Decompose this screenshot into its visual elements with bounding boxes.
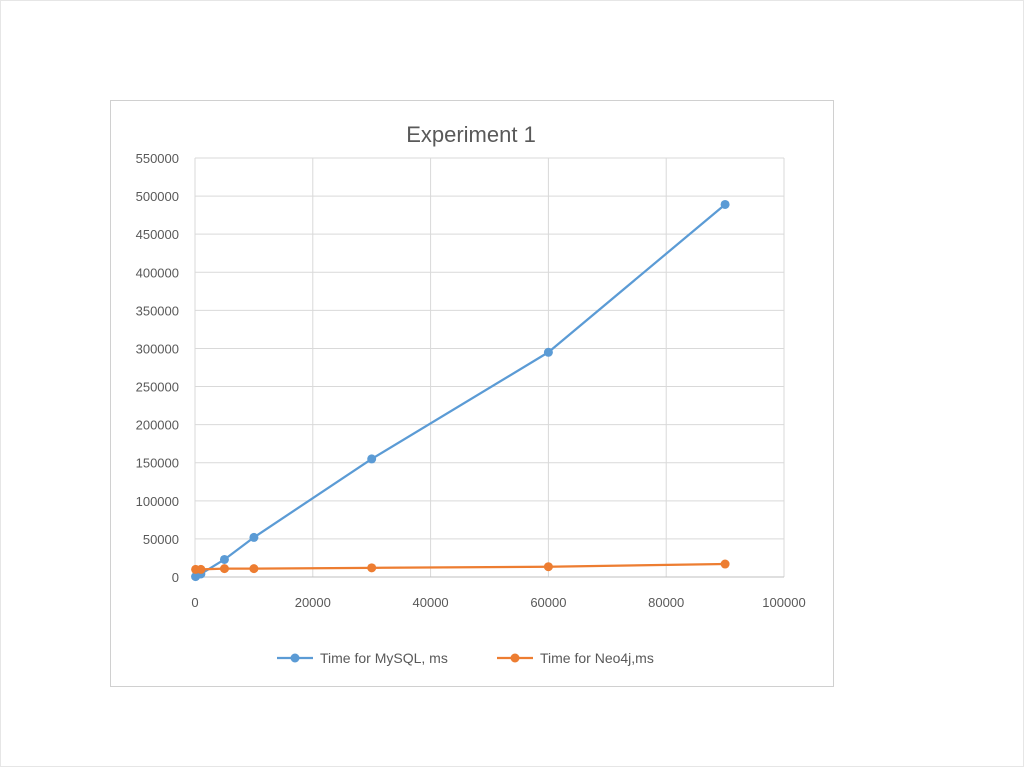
legend-marker xyxy=(290,653,300,663)
x-tick-label: 0 xyxy=(191,595,198,610)
data-point xyxy=(249,532,259,542)
legend-label: Time for MySQL, ms xyxy=(320,650,448,666)
data-point xyxy=(367,563,377,573)
x-tick-label: 80000 xyxy=(648,595,684,610)
y-tick-label: 400000 xyxy=(136,265,179,280)
y-tick-label: 200000 xyxy=(136,418,179,433)
chart-area xyxy=(110,100,834,687)
y-tick-label: 550000 xyxy=(136,151,179,166)
data-point xyxy=(720,559,730,569)
series-line xyxy=(195,203,726,578)
data-point xyxy=(720,199,730,209)
chart-title: Experiment 1 xyxy=(406,122,536,147)
y-tick-label: 300000 xyxy=(136,341,179,356)
x-tick-label: 20000 xyxy=(295,595,331,610)
y-tick-label: 100000 xyxy=(136,494,179,509)
y-tick-label: 250000 xyxy=(136,380,179,395)
data-point xyxy=(249,564,259,574)
data-point xyxy=(219,554,229,564)
legend-item: Time for Neo4j,ms xyxy=(497,650,654,666)
data-point xyxy=(219,564,229,574)
series-line xyxy=(195,562,726,571)
data-point xyxy=(196,564,206,574)
data-point xyxy=(543,347,553,357)
y-tick-label: 0 xyxy=(172,570,179,585)
legend-label: Time for Neo4j,ms xyxy=(540,650,654,666)
y-tick-label: 500000 xyxy=(136,189,179,204)
y-tick-label: 350000 xyxy=(136,303,179,318)
legend-marker xyxy=(510,653,520,663)
legend-item: Time for MySQL, ms xyxy=(277,650,448,666)
y-tick-label: 50000 xyxy=(143,532,179,547)
y-tick-label: 450000 xyxy=(136,227,179,242)
y-tick-label: 150000 xyxy=(136,456,179,471)
x-tick-label: 100000 xyxy=(762,595,805,610)
data-point xyxy=(367,454,377,464)
x-tick-label: 40000 xyxy=(413,595,449,610)
data-point xyxy=(543,562,553,572)
x-tick-label: 60000 xyxy=(530,595,566,610)
